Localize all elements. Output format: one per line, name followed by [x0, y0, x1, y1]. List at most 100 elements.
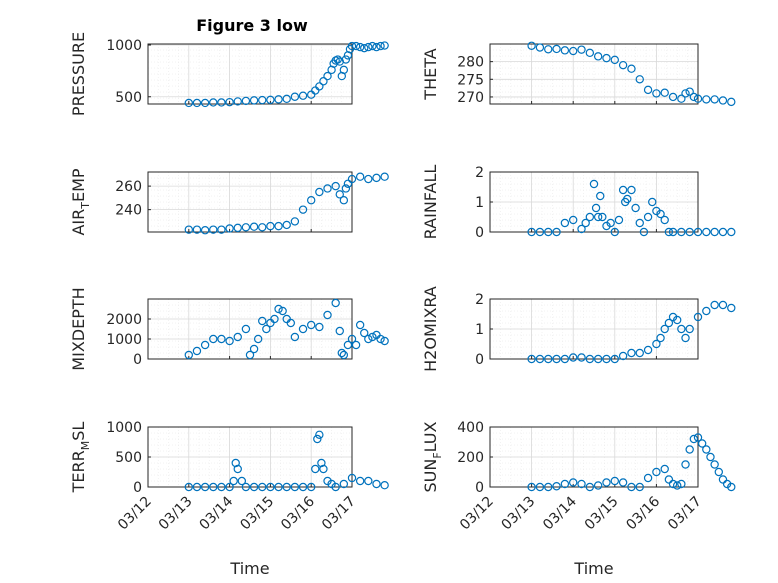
data-point — [355, 42, 365, 52]
y-tick-label: 0 — [133, 480, 142, 496]
data-point — [192, 225, 202, 234]
air_temp-ylabel: AIRTEMP — [69, 168, 92, 235]
data-point — [323, 310, 332, 320]
data-point — [569, 353, 578, 362]
data-point — [258, 223, 267, 232]
data-point — [249, 222, 259, 231]
data-point — [685, 227, 694, 237]
pressure-axes: 500 1000 PRESSURE — [69, 32, 389, 116]
data-point — [200, 226, 210, 235]
data-point — [727, 97, 736, 107]
data-point — [347, 174, 357, 184]
data-point — [372, 42, 381, 52]
theta-ylabel: THETA — [421, 48, 440, 100]
data-point — [660, 324, 669, 334]
data-point — [714, 467, 724, 477]
data-point — [681, 460, 690, 469]
data-point — [233, 223, 242, 233]
data-point — [315, 430, 324, 439]
data-point — [627, 482, 636, 492]
data-point — [618, 478, 628, 487]
data-point — [685, 324, 694, 334]
x-tick-label: 03/12 — [115, 494, 155, 534]
data-point — [689, 92, 699, 102]
x-tick-label: 03/13 — [156, 494, 196, 534]
data-point — [602, 53, 611, 63]
data-point — [337, 348, 346, 358]
data-point — [184, 482, 193, 492]
data-point — [643, 212, 653, 222]
data-point — [266, 221, 275, 231]
y-tick-label: 200 — [457, 450, 484, 466]
data-point — [364, 476, 373, 486]
data-point — [313, 434, 322, 444]
data-point — [307, 320, 316, 330]
data-point — [593, 481, 603, 490]
data-point — [527, 41, 536, 50]
data-point — [249, 96, 259, 105]
y-tick-label: 240 — [115, 203, 142, 219]
terr_msl-ylabel: TERRMSL — [69, 422, 92, 494]
data-point — [635, 75, 644, 84]
data-point — [581, 218, 590, 228]
data-point — [689, 434, 699, 444]
y-tick-label: 2000 — [106, 312, 142, 328]
data-point — [535, 482, 545, 492]
data-point — [710, 460, 719, 469]
y-tick-label: 1000 — [106, 38, 142, 54]
data-point — [589, 179, 599, 189]
data-point — [274, 95, 283, 104]
data-point — [282, 220, 291, 230]
data-point — [610, 354, 620, 364]
data-point — [319, 464, 328, 474]
x-tick-label: 03/12 — [457, 494, 497, 534]
data-point — [217, 334, 226, 344]
data-point — [535, 354, 545, 364]
data-point — [225, 97, 234, 107]
data-point — [372, 479, 381, 489]
data-point — [668, 479, 678, 489]
data-point — [282, 94, 291, 104]
sun_flux-ylabel: SUNFLUX — [421, 421, 444, 492]
data-point — [552, 482, 561, 491]
data-point — [635, 218, 644, 228]
x-tick-label: 03/15 — [237, 494, 277, 534]
x-tick-label: 03/15 — [582, 494, 622, 534]
data-point — [200, 482, 210, 492]
data-point — [298, 91, 308, 100]
data-point — [656, 209, 665, 219]
y-tick-label: 1000 — [106, 420, 142, 436]
terr_msl-axes: 0 500 1000 TERRMSL — [69, 420, 389, 496]
data-point — [693, 312, 703, 322]
data-point — [347, 334, 357, 344]
data-point — [569, 478, 578, 487]
data-point — [192, 482, 202, 492]
data-point — [258, 316, 267, 326]
data-point — [315, 187, 324, 197]
data-point — [217, 225, 226, 234]
data-point — [355, 476, 365, 486]
data-point — [552, 354, 561, 364]
data-point — [307, 196, 316, 205]
data-point — [333, 55, 342, 64]
data-point — [241, 482, 251, 492]
data-point — [200, 340, 210, 350]
data-point — [262, 324, 271, 334]
data-point — [341, 55, 351, 64]
data-point — [290, 92, 300, 101]
data-point — [360, 43, 369, 53]
y-tick-label: 2 — [475, 292, 484, 308]
axes-frame — [489, 43, 699, 105]
data-point — [266, 482, 275, 492]
data-point — [610, 227, 620, 237]
data-point — [376, 334, 385, 344]
data-point — [380, 336, 389, 346]
data-point — [527, 354, 536, 364]
data-point — [368, 332, 377, 342]
data-point — [253, 334, 263, 344]
data-point — [668, 227, 678, 237]
figure-title: Figure 3 low — [196, 16, 308, 35]
data-point — [258, 95, 267, 105]
data-point — [355, 320, 365, 330]
data-point — [664, 475, 674, 484]
